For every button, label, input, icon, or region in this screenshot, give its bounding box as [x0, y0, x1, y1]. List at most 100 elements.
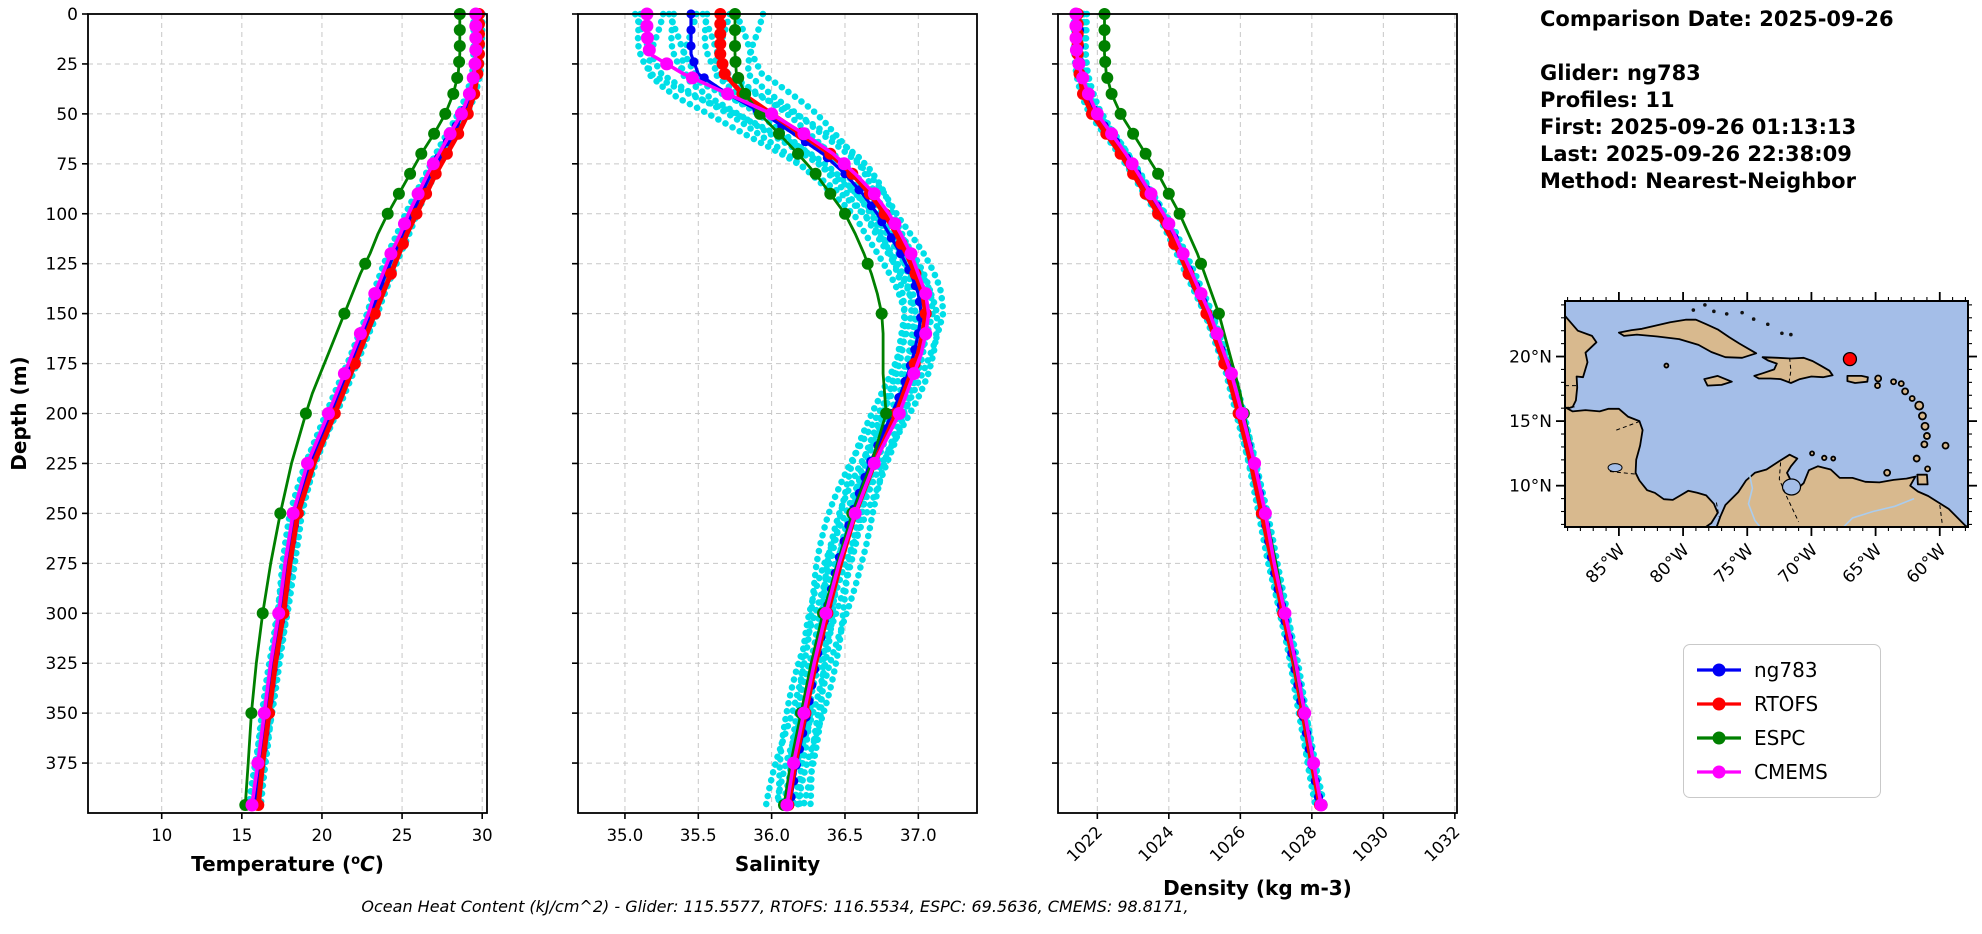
CMEMS-marker — [368, 287, 382, 301]
RTOFS-marker — [714, 48, 727, 60]
island — [1874, 382, 1881, 389]
temperature-profile-panel: 10 15 20 25 30025507510012515017520022525027… — [7, 5, 493, 876]
ESPC-marker — [451, 71, 464, 84]
x-tick-label: 1028 — [1278, 822, 1321, 865]
CMEMS-marker — [819, 606, 833, 620]
x-tick-label: 35.5 — [680, 826, 717, 845]
ESPC-marker — [338, 307, 351, 320]
y-tick-label: 150 — [46, 305, 78, 325]
RTOFS-marker — [429, 167, 442, 180]
island — [1809, 450, 1815, 457]
CMEMS-marker — [919, 327, 933, 341]
legend-swatch-RTOFS — [1697, 697, 1741, 711]
y-tick-label: 250 — [46, 504, 78, 524]
CMEMS-marker — [468, 57, 482, 71]
x-tick-label: 1032 — [1421, 822, 1464, 865]
CMEMS-marker — [787, 756, 801, 770]
ng783-marker — [699, 73, 709, 83]
y-tick-label: 375 — [46, 754, 78, 774]
y-tick-label: 225 — [46, 454, 78, 474]
ESPC-marker — [729, 40, 741, 52]
country-border — [1565, 406, 1575, 408]
ESPC-marker — [1127, 127, 1140, 140]
legend-label-ng783: ng783 — [1754, 658, 1818, 682]
CMEMS-marker — [797, 706, 811, 720]
island — [1883, 468, 1892, 477]
RTOFS-marker — [714, 18, 727, 30]
x-tick-label: 1022 — [1063, 822, 1106, 865]
country-border — [1609, 471, 1636, 475]
density-profile-panel: 1022 1024 1026 1028 1030 1032 Density (kg m-3) — [1052, 7, 1464, 900]
ng783-marker — [886, 233, 896, 243]
x-tick-label: 37.0 — [900, 826, 937, 845]
island — [1890, 378, 1897, 386]
y-tick-label: 300 — [46, 604, 78, 624]
ESPC-marker — [1114, 107, 1127, 120]
legend-label-ESPC: ESPC — [1754, 726, 1806, 750]
RTOFS-marker — [714, 38, 727, 50]
CMEMS-marker — [660, 57, 674, 71]
ESPC-marker — [880, 407, 893, 420]
island — [1897, 380, 1905, 388]
y-tick-label: 0 — [67, 5, 78, 25]
island — [1920, 421, 1930, 431]
CMEMS-marker — [1069, 43, 1083, 57]
country-border — [1715, 502, 1720, 517]
ESPC-marker — [359, 257, 372, 270]
country-border — [1778, 462, 1800, 523]
x-tick-label: 15 — [231, 826, 252, 845]
CMEMS-marker — [919, 287, 933, 301]
y-axis: 0 25 50 75 100 125 150 175 200 225 250 275 300 325 350… — [46, 5, 88, 774]
info-panel: Comparison Date: 2025-09-26 Glider: ng78… — [1540, 6, 1894, 195]
river — [1747, 472, 1761, 527]
x-tick-label: 30 — [472, 826, 493, 845]
CMEMS-marker — [837, 157, 851, 171]
ESPC-marker — [839, 207, 851, 220]
CMEMS-marker — [1144, 187, 1158, 201]
CMEMS-marker — [904, 247, 918, 261]
method: Method: Nearest-Neighbor — [1540, 169, 1856, 193]
y-tick-label: 175 — [46, 355, 78, 375]
legend-swatch-ESPC — [1697, 731, 1741, 745]
ESPC-marker — [1105, 87, 1118, 100]
CMEMS-marker — [1162, 217, 1176, 231]
x-axis: 35.0 35.5 36.0 36.5 37.0 — [607, 813, 937, 845]
y-axis-title: Depth (m) — [7, 356, 31, 470]
RTOFS-marker — [714, 28, 727, 40]
glider-name: Glider: ng783 — [1540, 61, 1701, 85]
ESPC-marker — [1098, 24, 1111, 36]
ESPC-marker — [1098, 40, 1111, 52]
y-tick-label: 125 — [46, 255, 78, 275]
island — [1920, 440, 1929, 449]
CMEMS-marker — [257, 706, 271, 720]
CMEMS-marker — [1081, 87, 1095, 101]
CMEMS-marker — [1314, 798, 1328, 812]
CMEMS-marker — [867, 187, 881, 201]
x-tick-label: 36.0 — [753, 826, 790, 845]
island — [1789, 332, 1793, 337]
ESPC-marker — [824, 187, 837, 200]
ng783-marker — [866, 201, 877, 211]
CMEMS-marker — [888, 217, 902, 231]
CMEMS-marker — [1125, 157, 1139, 171]
island — [1830, 455, 1837, 462]
CMEMS-marker — [286, 506, 300, 520]
map-lon-label: 60°W — [1903, 540, 1950, 587]
island — [1912, 454, 1921, 463]
RTOFS-marker — [348, 357, 361, 370]
ESPC-marker — [1212, 307, 1225, 320]
CMEMS-marker — [454, 107, 468, 121]
last-profile-time: Last: 2025-09-26 22:38:09 — [1540, 142, 1852, 166]
island — [1712, 309, 1716, 314]
map-lat-label: 10°N — [1509, 477, 1552, 497]
RTOFS-marker — [716, 57, 729, 70]
glider-location-marker — [1842, 351, 1858, 367]
island — [1751, 317, 1756, 321]
y-axis — [572, 13, 578, 764]
ESPC-marker — [447, 87, 460, 100]
ESPC-marker — [792, 147, 804, 160]
ESPC-marker — [1173, 207, 1186, 220]
salinity-profile-panel: 35.0 35.5 36.0 36.5 37.0 Salinity — [572, 7, 978, 876]
